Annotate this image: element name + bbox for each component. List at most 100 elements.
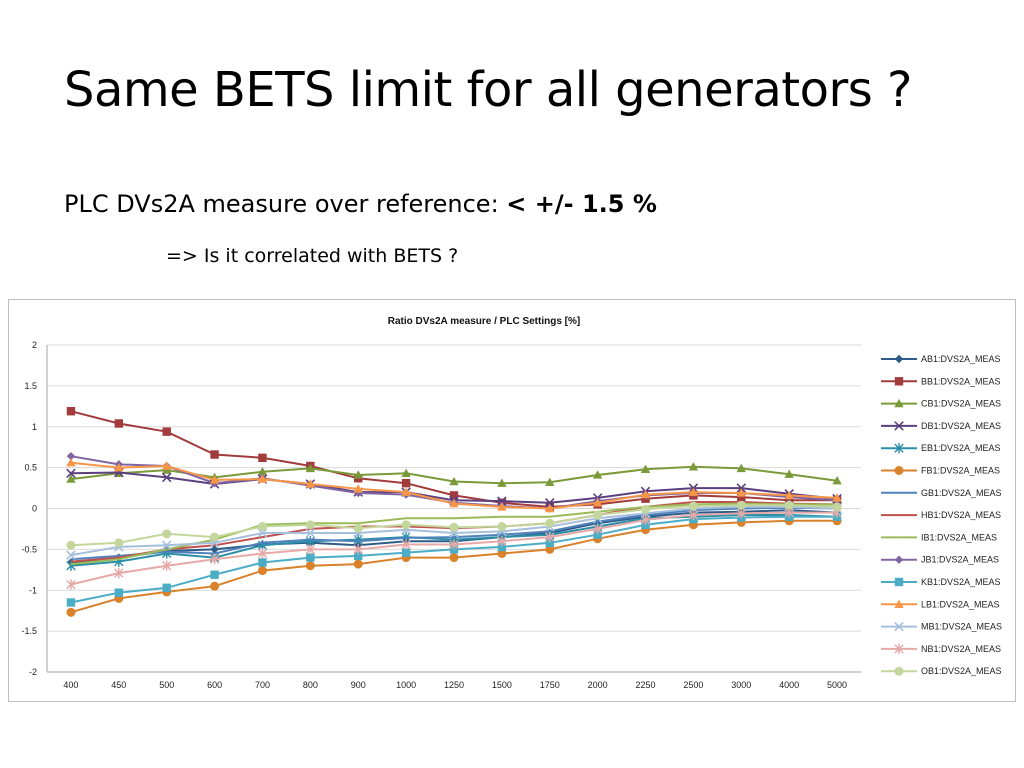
- data-point-lb1: [784, 490, 794, 500]
- data-point-cb1: [688, 462, 699, 471]
- slide-title: Same BETS limit for all generators ?: [64, 62, 912, 118]
- legend-entry-gb1: GB1:DVS2A_MEAS: [921, 488, 1002, 498]
- legend-entry-cb1: CB1:DVS2A_MEAS: [921, 399, 1001, 409]
- legend-marker-eb1: [894, 443, 904, 454]
- x-tick-label: 800: [303, 680, 318, 690]
- x-tick-label: 1500: [492, 680, 512, 690]
- subtitle: PLC DVs2A measure over reference: < +/- …: [64, 190, 657, 218]
- data-point-nb1: [497, 536, 507, 547]
- data-point-nb1: [257, 548, 268, 559]
- data-point-ob1: [114, 538, 124, 548]
- data-point-kb1: [258, 558, 267, 567]
- y-tick-label: -2: [29, 667, 37, 677]
- legend-marker-ob1: [894, 666, 904, 676]
- data-point-fb1: [66, 607, 76, 617]
- data-point-nb1: [545, 531, 555, 543]
- data-point-nb1: [640, 514, 651, 526]
- legend-marker-kb1: [894, 577, 904, 587]
- data-point-lb1: [545, 503, 555, 513]
- x-tick-label: 400: [63, 680, 78, 690]
- data-point-mb1: [257, 528, 268, 538]
- data-point-cb1: [305, 463, 316, 473]
- data-point-fb1: [210, 581, 220, 591]
- data-point-bb1: [401, 478, 411, 488]
- data-point-bb1: [210, 450, 219, 459]
- data-point-bb1: [114, 419, 124, 428]
- x-tick-label: 3000: [731, 680, 751, 690]
- data-point-db1: [161, 472, 172, 483]
- legend-marker-cb1: [894, 398, 904, 408]
- data-point-db1: [544, 498, 555, 508]
- x-tick-label: 700: [255, 680, 270, 690]
- data-point-nb1: [305, 544, 316, 555]
- data-point-lb1: [162, 461, 172, 470]
- legend-marker-lb1: [894, 599, 904, 608]
- data-point-lb1: [114, 462, 124, 472]
- data-point-fb1: [497, 548, 507, 558]
- legend-marker-ab1: [894, 354, 904, 364]
- data-point-mb1: [305, 528, 316, 538]
- y-tick-label: 2: [32, 340, 37, 350]
- data-point-cb1: [257, 467, 268, 476]
- x-tick-label: 600: [207, 680, 222, 690]
- data-point-ob1: [162, 529, 172, 539]
- legend-marker-nb1: [894, 643, 904, 655]
- data-point-kb1: [545, 538, 554, 548]
- legend-entry-nb1: NB1:DVS2A_MEAS: [921, 644, 1001, 654]
- legend-entry-db1: DB1:DVS2A_MEAS: [921, 421, 1001, 431]
- x-tick-label: 1750: [540, 680, 560, 690]
- data-point-kb1: [114, 588, 124, 597]
- x-tick-label: 2250: [636, 680, 656, 690]
- data-point-ob1: [688, 501, 698, 511]
- sub-subtitle: => Is it correlated with BETS ?: [166, 245, 459, 267]
- y-tick-label: 0: [32, 504, 37, 514]
- data-point-nb1: [162, 560, 172, 571]
- legend-marker-jb1: [894, 555, 904, 564]
- data-point-ob1: [832, 502, 842, 512]
- y-tick-label: -1.5: [21, 626, 37, 636]
- x-tick-label: 1000: [396, 680, 416, 690]
- data-point-ob1: [66, 540, 76, 550]
- data-point-cb1: [640, 464, 651, 473]
- data-point-bb1: [449, 491, 459, 500]
- x-tick-label: 4000: [779, 680, 799, 690]
- y-tick-label: -1: [29, 585, 37, 595]
- x-tick-label: 5000: [827, 680, 847, 690]
- subtitle-bold: < +/- 1.5 %: [506, 190, 657, 218]
- data-point-mb1: [66, 550, 76, 560]
- y-tick-label: -0.5: [21, 544, 37, 554]
- data-point-cb1: [832, 476, 842, 485]
- data-point-db1: [497, 496, 507, 506]
- data-point-cb1: [592, 470, 603, 479]
- x-tick-label: 500: [159, 680, 174, 690]
- y-tick-label: 0.5: [24, 463, 37, 473]
- data-point-lb1: [832, 493, 842, 502]
- data-point-lb1: [449, 498, 459, 508]
- data-point-nb1: [66, 579, 76, 590]
- data-point-kb1: [162, 583, 171, 592]
- legend-entry-mb1: MB1:DVS2A_MEAS: [921, 622, 1002, 632]
- legend-entry-hb1: HB1:DVS2A_MEAS: [921, 510, 1001, 520]
- data-point-cb1: [736, 463, 746, 473]
- data-point-ob1: [210, 532, 220, 542]
- legend-marker-bb1: [894, 377, 904, 386]
- data-point-ab1: [210, 545, 219, 554]
- x-tick-label: 450: [111, 680, 126, 690]
- data-point-lb1: [209, 475, 220, 484]
- data-point-bb1: [162, 427, 171, 436]
- data-point-kb1: [593, 530, 602, 539]
- data-point-fb1: [257, 566, 267, 576]
- data-point-lb1: [592, 498, 603, 507]
- data-point-ob1: [305, 520, 315, 530]
- data-point-db1: [736, 483, 747, 493]
- data-point-nb1: [209, 553, 220, 565]
- data-point-lb1: [736, 488, 746, 497]
- data-point-nb1: [353, 544, 363, 555]
- data-point-kb1: [354, 551, 363, 561]
- data-point-db1: [66, 468, 76, 479]
- data-point-ob1: [257, 521, 267, 531]
- data-point-mb1: [161, 540, 172, 551]
- legend-marker-db1: [894, 421, 904, 431]
- legend-entry-fb1: FB1:DVS2A_MEAS: [921, 466, 1000, 476]
- y-tick-label: 1.5: [24, 381, 37, 391]
